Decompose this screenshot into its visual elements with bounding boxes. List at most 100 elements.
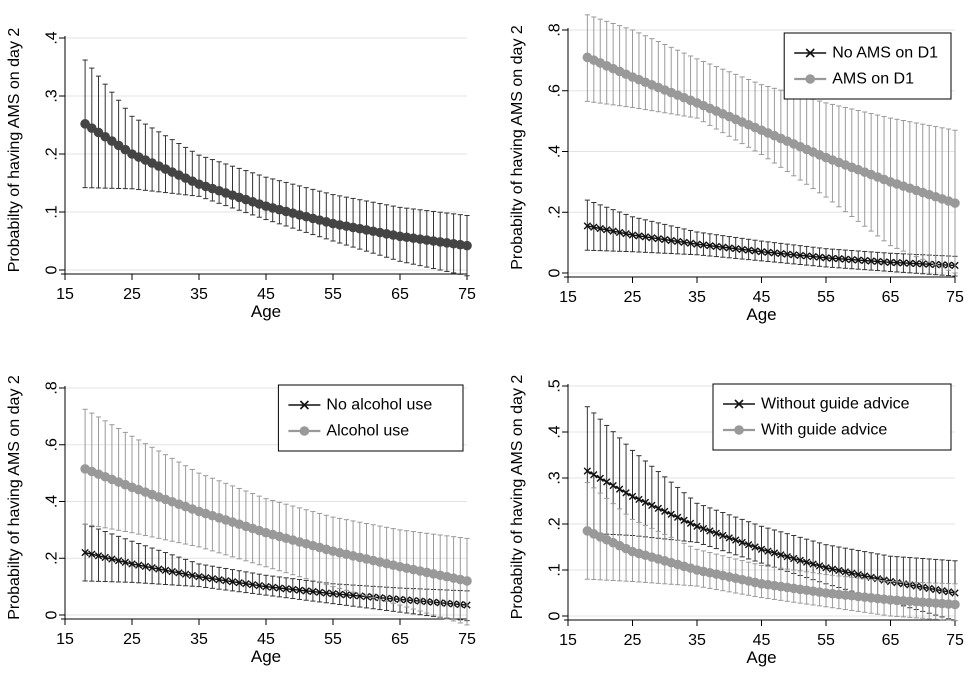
data-point [228,577,237,586]
data-point [596,474,604,483]
y-tick-label: .2 [547,517,564,530]
data-point [783,250,791,258]
data-point [686,239,695,247]
legend: Without guide advice With guide advice [712,383,952,451]
data-point [282,585,290,593]
chart-panel-2: 0 .2 .4 .6 .8 15 25 35 45 55 65 75 Age Probabilty of … [485,0,967,343]
x-tick-label: 25 [624,632,642,649]
data-point [861,256,869,265]
data-point [841,568,850,576]
data-point [899,259,908,267]
data-point [757,545,766,553]
legend-label: No AMS on D1 [832,45,938,62]
data-point [699,524,708,533]
data-point [712,242,721,251]
data-point [128,560,136,568]
data-point [114,556,123,565]
data-point [661,235,669,244]
series-2 [80,408,472,626]
x-tick-label: 55 [817,289,835,306]
data-point [828,565,837,573]
data-point [195,572,203,581]
data-point [462,576,472,586]
data-point [725,534,733,542]
data-point [208,574,217,583]
y-axis-title: Probabilty of having AMS on day 2 [6,375,23,620]
data-point [744,246,753,254]
y-tick-label: 0 [547,611,564,620]
y-tick-label: .2 [547,205,564,218]
data-point [181,570,190,578]
data-point [783,552,791,561]
data-point [854,256,862,264]
data-point [315,588,324,596]
chart-svg: 0 .2 .4 .6 .8 15 25 35 45 55 65 75 Age Probabilty of … [509,14,964,324]
data-point [815,562,824,570]
data-point [732,245,740,253]
x-tick-label: 25 [624,289,642,306]
data-point [302,587,310,595]
data-point [135,561,143,569]
data-point [796,556,804,565]
legend-swatch-marker [805,48,815,58]
x-tick-label: 15 [559,289,577,306]
data-point [738,538,746,547]
y-tick-label: .6 [547,84,564,97]
data-point [462,240,472,251]
data-point [757,248,766,256]
data-point [815,253,824,261]
y-tick-label: .5 [547,379,564,392]
x-tick-label: 15 [56,631,74,648]
legend-swatch-marker [805,74,815,84]
legend-box [277,384,464,452]
data-point [848,255,856,264]
data-point [269,583,277,592]
legend-label: AMS on D1 [832,71,914,88]
data-point [661,507,669,516]
data-point [590,471,598,479]
chart-svg: 0 .2 .4 .6 .8 15 25 35 45 55 65 75 Age Probabilty of … [6,375,476,666]
data-point [262,582,270,591]
data-point [188,571,196,580]
legend: No AMS on D1 AMS on D1 [783,32,952,100]
legend-swatch-marker [734,425,744,435]
data-point [641,498,650,507]
data-point [94,552,103,560]
data-point [609,227,617,235]
data-point [235,578,243,587]
data-point [719,243,727,251]
data-point [654,234,662,243]
data-point [893,258,901,267]
data-point [886,258,895,267]
data-point [699,241,708,249]
data-point [719,531,727,540]
x-tick-label: 65 [882,289,900,306]
legend-label: Alcohol use [326,423,409,440]
data-point [81,548,89,557]
data-point [906,259,914,267]
x-tick-label: 75 [946,289,964,306]
data-point [108,555,116,563]
y-tick-label: .1 [44,205,61,218]
data-point [796,251,804,260]
data-point [583,222,592,230]
data-point [680,238,688,247]
x-axis-title: Age [251,302,281,321]
data-point [322,589,330,597]
data-point [215,575,223,584]
data-point [168,567,176,576]
data-point [841,255,850,263]
data-point [362,592,371,601]
series-line [84,551,468,606]
x-tick-label: 25 [123,631,141,648]
data-point [148,564,156,572]
series-1 [583,199,959,277]
y-tick-label: .4 [547,425,564,438]
series-line [84,122,468,247]
x-tick-label: 45 [753,289,771,306]
data-point [161,566,170,575]
data-point [764,248,772,257]
chart-svg: 0 .1 .2 .3 .4 .5 15 25 35 45 55 65 75 Age Probabilty o… [509,375,964,667]
data-point [175,569,183,577]
data-point [635,495,643,504]
